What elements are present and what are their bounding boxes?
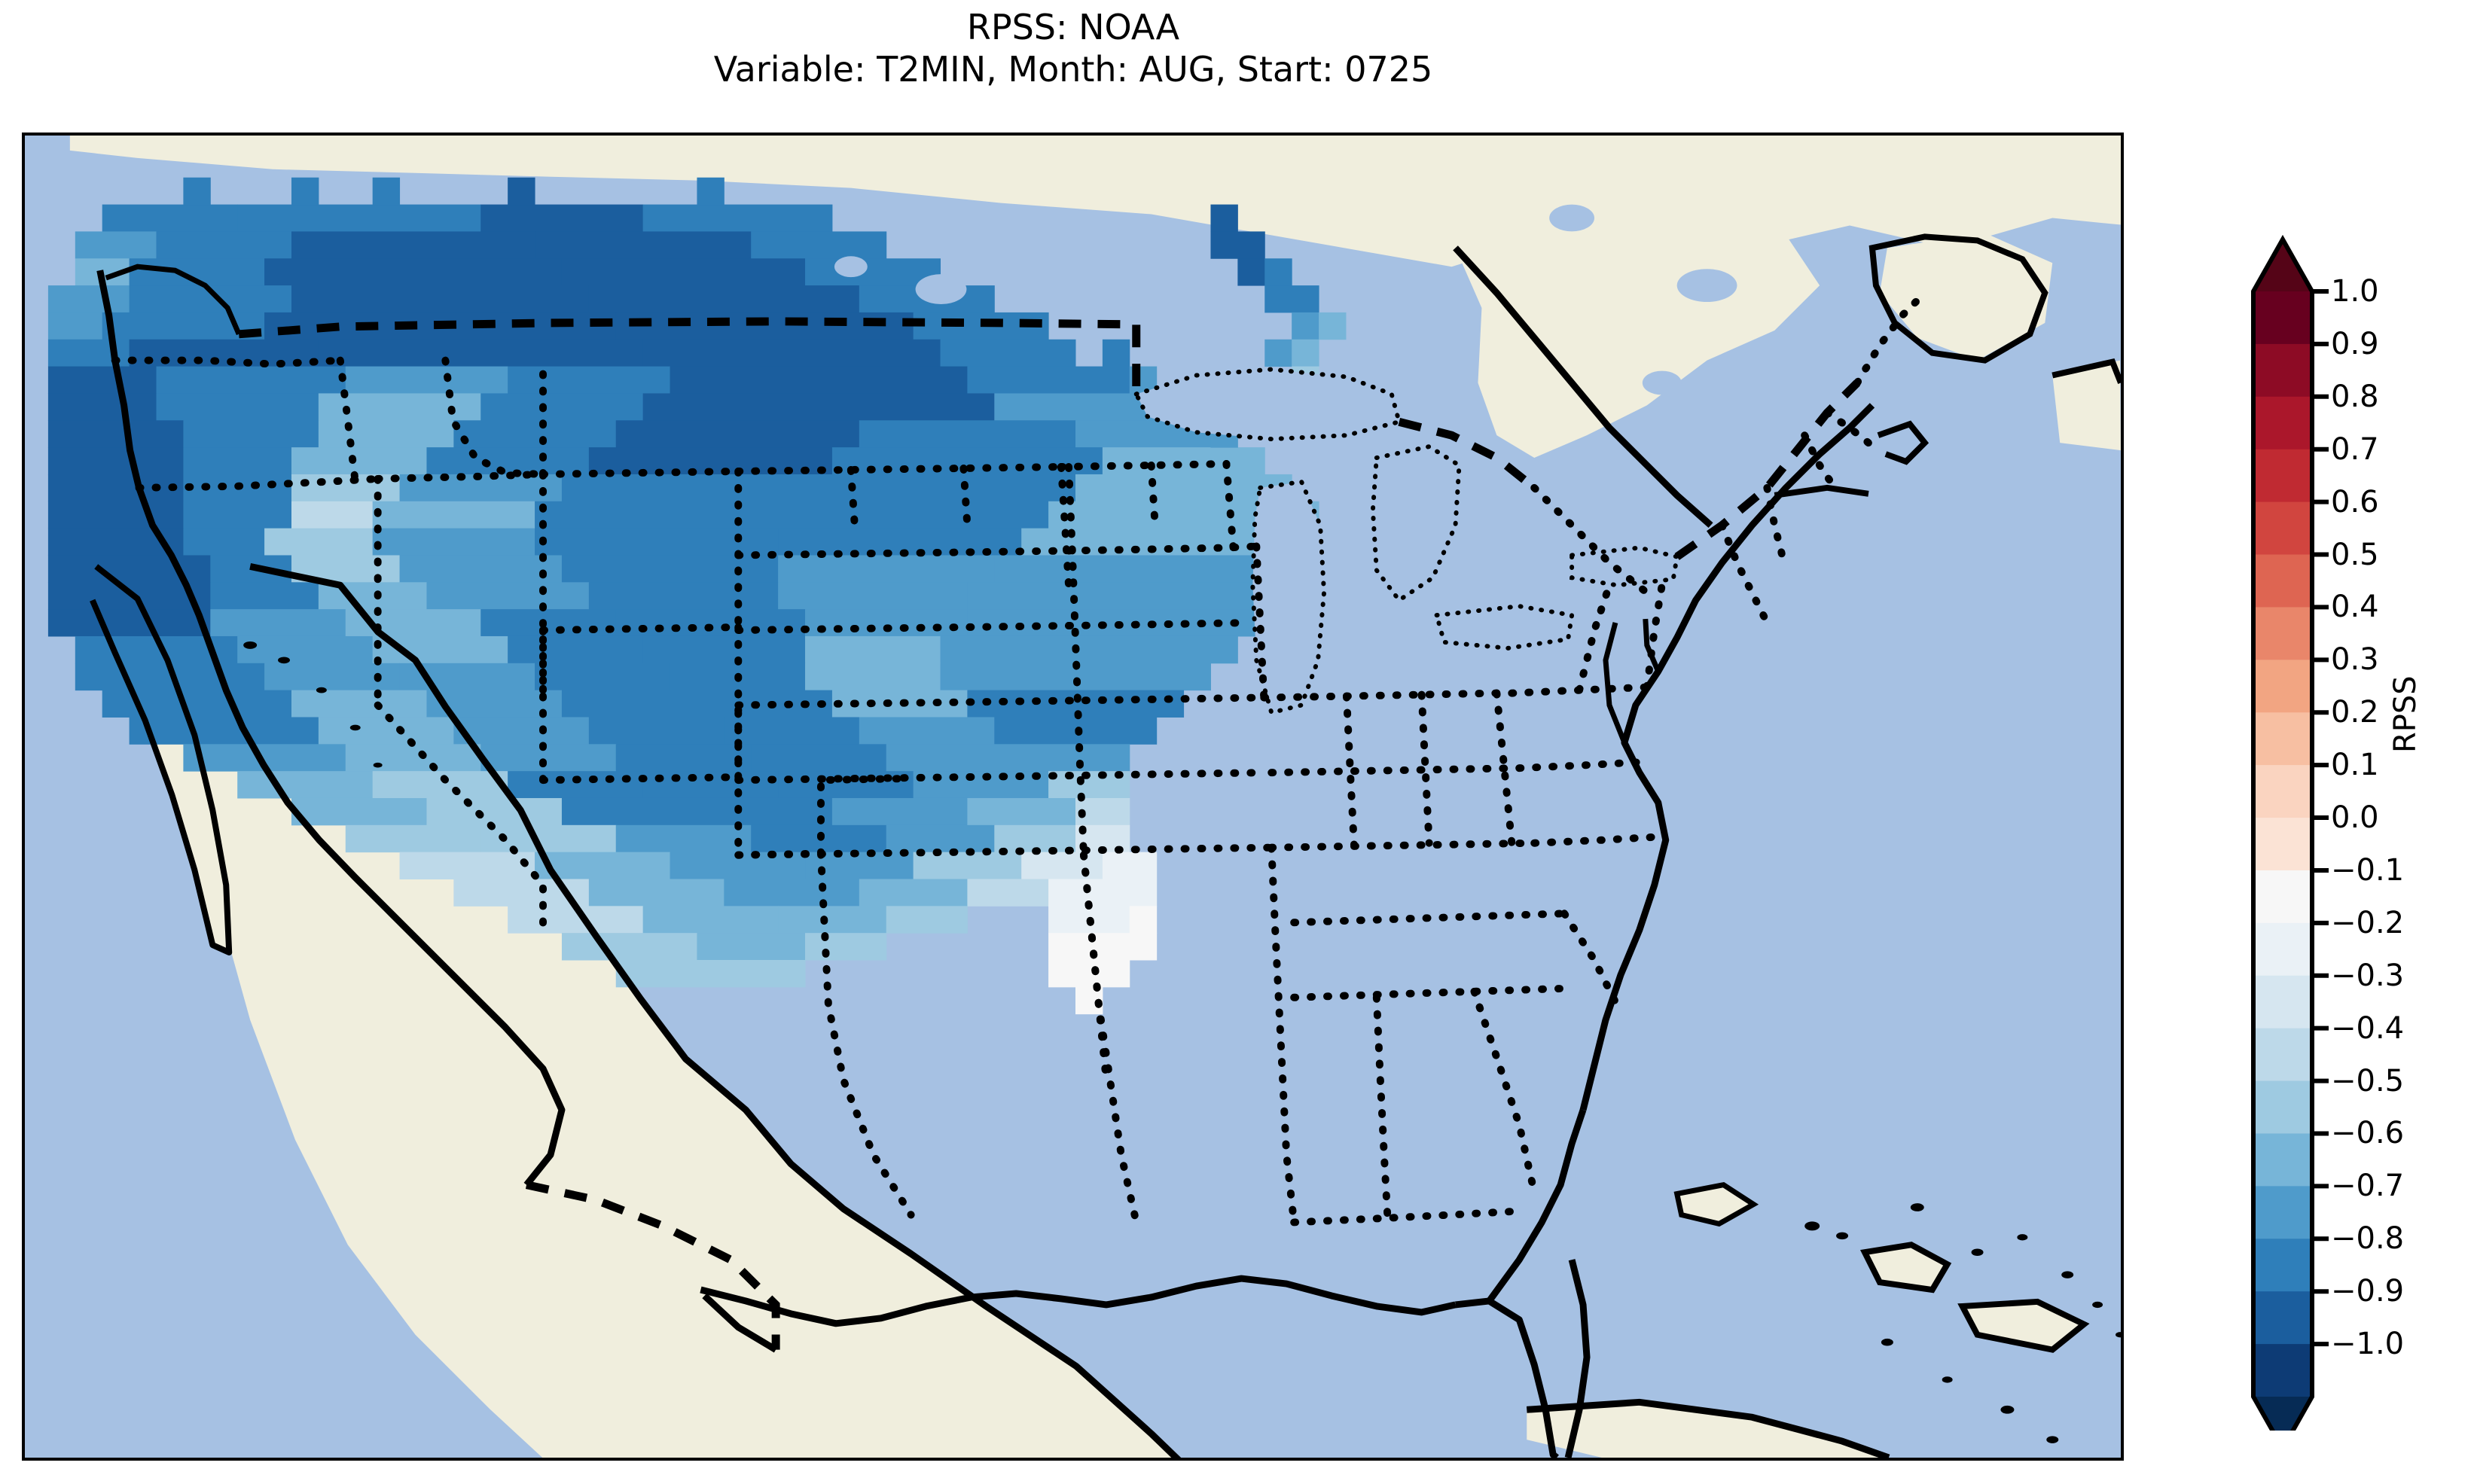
colorbar-tick-label: −0.8 bbox=[2331, 1221, 2405, 1257]
colorbar-tick-label: 0.3 bbox=[2331, 642, 2379, 678]
map-axes bbox=[22, 133, 2124, 1461]
colorbar-tick-label: −0.2 bbox=[2331, 905, 2405, 940]
map-boundaries bbox=[90, 233, 2121, 1458]
colorbar-tick-label: −0.3 bbox=[2331, 958, 2405, 993]
colorbar-tick-label: −1.0 bbox=[2331, 1327, 2405, 1362]
colorbar-tick-label: 0.8 bbox=[2331, 379, 2379, 414]
colorbar-tick-label: −0.7 bbox=[2331, 1169, 2405, 1204]
colorbar-tick-label: 0.5 bbox=[2331, 537, 2379, 572]
colorbar-tick-label: 0.7 bbox=[2331, 431, 2379, 467]
colorbar-tick-label: 0.9 bbox=[2331, 326, 2379, 361]
colorbar-tick-label: −0.9 bbox=[2331, 1274, 2405, 1309]
title-line-details: Variable: T2MIN, Month: AUG, Start: 0725 bbox=[713, 49, 1433, 90]
rpss-heatmap bbox=[25, 136, 2121, 1458]
country-borders bbox=[238, 317, 1860, 1350]
colorbar-tick-label: −0.1 bbox=[2331, 852, 2405, 888]
colorbar-tick-label: 0.4 bbox=[2331, 590, 2379, 625]
state-borders bbox=[111, 289, 1929, 1227]
colorbar-axis-label: RPSS bbox=[2388, 675, 2423, 753]
rpss-grid-cells bbox=[47, 177, 1347, 1015]
colorbar-tick-label: 0.1 bbox=[2331, 748, 2379, 783]
colorbar-gradient bbox=[2251, 234, 2329, 1431]
colorbar: RPSS 1.0 0.9 0.8 0.7 0.6 0.5 0.4 0.3 0.2 0.1 0.0 −0… bbox=[2241, 226, 2474, 1431]
colorbar-tick-label: 0.2 bbox=[2331, 695, 2379, 730]
figure-title: RPSS: NOAA Variable: T2MIN, Month: AUG, … bbox=[0, 6, 2146, 90]
colorbar-tick-label: 0.6 bbox=[2331, 484, 2379, 520]
colorbar-tick-label: −0.6 bbox=[2331, 1116, 2405, 1151]
colorbar-tick-label: −0.4 bbox=[2331, 1010, 2405, 1046]
title-line-metric: RPSS: NOAA bbox=[966, 7, 1180, 47]
colorbar-tick-label: 0.0 bbox=[2331, 800, 2379, 836]
colorbar-tick-label: 1.0 bbox=[2331, 274, 2379, 309]
colorbar-tick-label: −0.5 bbox=[2331, 1063, 2405, 1099]
